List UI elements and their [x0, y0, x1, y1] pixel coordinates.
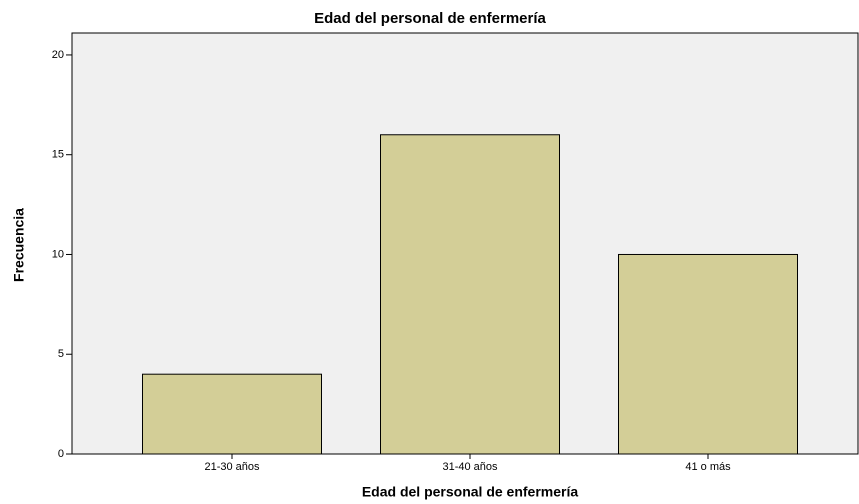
x-axis-title: Edad del personal de enfermería — [362, 484, 579, 500]
y-tick-label: 0 — [58, 448, 64, 460]
y-tick-label: 20 — [52, 49, 64, 61]
y-tick-label: 10 — [52, 248, 64, 260]
chart-title: Edad del personal de enfermería — [314, 10, 546, 27]
y-tick-label: 5 — [58, 348, 64, 360]
bar — [380, 134, 560, 455]
x-tick-label: 21-30 años — [204, 461, 260, 473]
y-axis-title: Frecuencia — [11, 208, 27, 282]
bar — [142, 373, 322, 455]
y-tick-label: 15 — [52, 149, 64, 161]
x-tick-label: 41 o más — [685, 461, 731, 473]
bar — [618, 253, 798, 455]
x-tick-label: 31-40 años — [442, 461, 498, 473]
